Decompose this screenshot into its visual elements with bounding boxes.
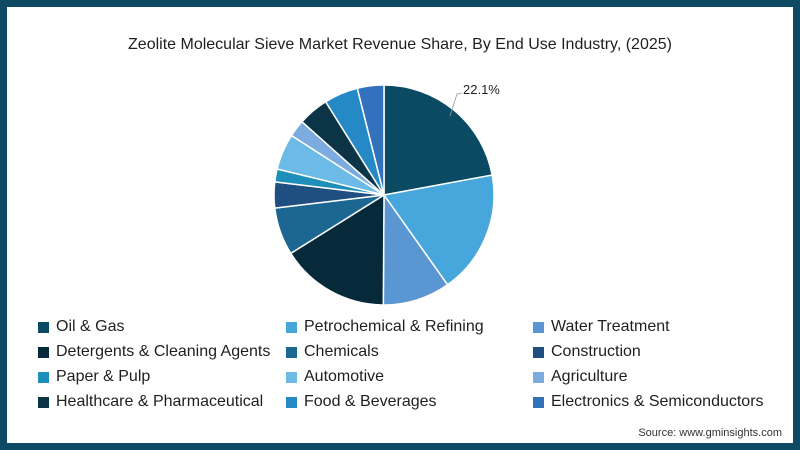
legend-label: Healthcare & Pharmaceutical: [56, 393, 264, 410]
legend-swatch: [38, 346, 49, 358]
legend-swatch: [533, 396, 544, 408]
legend-item: Paper & Pulp: [38, 368, 150, 386]
legend-item: Petrochemical & Refining: [286, 318, 484, 336]
legend-swatch: [533, 321, 544, 333]
legend-label: Food & Beverages: [304, 393, 437, 410]
pie-slice-oil-gas: [383, 84, 494, 196]
legend-item: Healthcare & Pharmaceutical: [38, 393, 263, 411]
legend-item: Detergents & Cleaning Agents: [38, 343, 270, 361]
legend-label: Petrochemical & Refining: [304, 318, 484, 335]
legend-swatch: [38, 371, 49, 383]
legend-swatch: [533, 346, 544, 358]
pie-slices: [273, 84, 495, 306]
legend-swatch: [286, 321, 297, 333]
legend-label: Detergents & Cleaning Agents: [56, 343, 271, 360]
pie-slice-electronics-semiconductors: [356, 84, 385, 196]
legend-swatch: [286, 346, 297, 358]
legend-label: Oil & Gas: [56, 318, 125, 335]
legend-label: Construction: [551, 343, 641, 360]
legend-item: Oil & Gas: [38, 318, 124, 336]
legend-label: Chemicals: [304, 343, 379, 360]
legend-swatch: [286, 396, 297, 408]
legend-label: Automotive: [304, 368, 385, 385]
legend-swatch: [38, 321, 49, 333]
legend-swatch: [286, 371, 297, 383]
legend-item: Chemicals: [286, 343, 379, 361]
legend-item: Automotive: [286, 368, 384, 386]
annotation-label: 22.1%: [463, 82, 500, 97]
chart-title: Zeolite Molecular Sieve Market Revenue S…: [128, 36, 672, 53]
legend-item: Electronics & Semiconductors: [533, 393, 764, 411]
legend-swatch: [533, 371, 544, 383]
legend-item: Agriculture: [533, 368, 627, 386]
legend-label: Agriculture: [551, 368, 628, 385]
pie-slice-petrochemical-refining: [382, 174, 495, 286]
legend-item: Water Treatment: [533, 318, 670, 336]
pie-slice-detergents-cleaning-agents: [289, 193, 385, 306]
legend-swatch: [38, 396, 49, 408]
legend-label: Paper & Pulp: [56, 368, 151, 385]
source-text: Source: www.gminsights.com: [638, 427, 782, 439]
legend-item: Food & Beverages: [286, 393, 437, 411]
legend-label: Water Treatment: [551, 318, 670, 335]
annotation-leader-line: [449, 92, 463, 117]
legend-item: Construction: [533, 343, 641, 361]
legend-label: Electronics & Semiconductors: [551, 393, 764, 410]
